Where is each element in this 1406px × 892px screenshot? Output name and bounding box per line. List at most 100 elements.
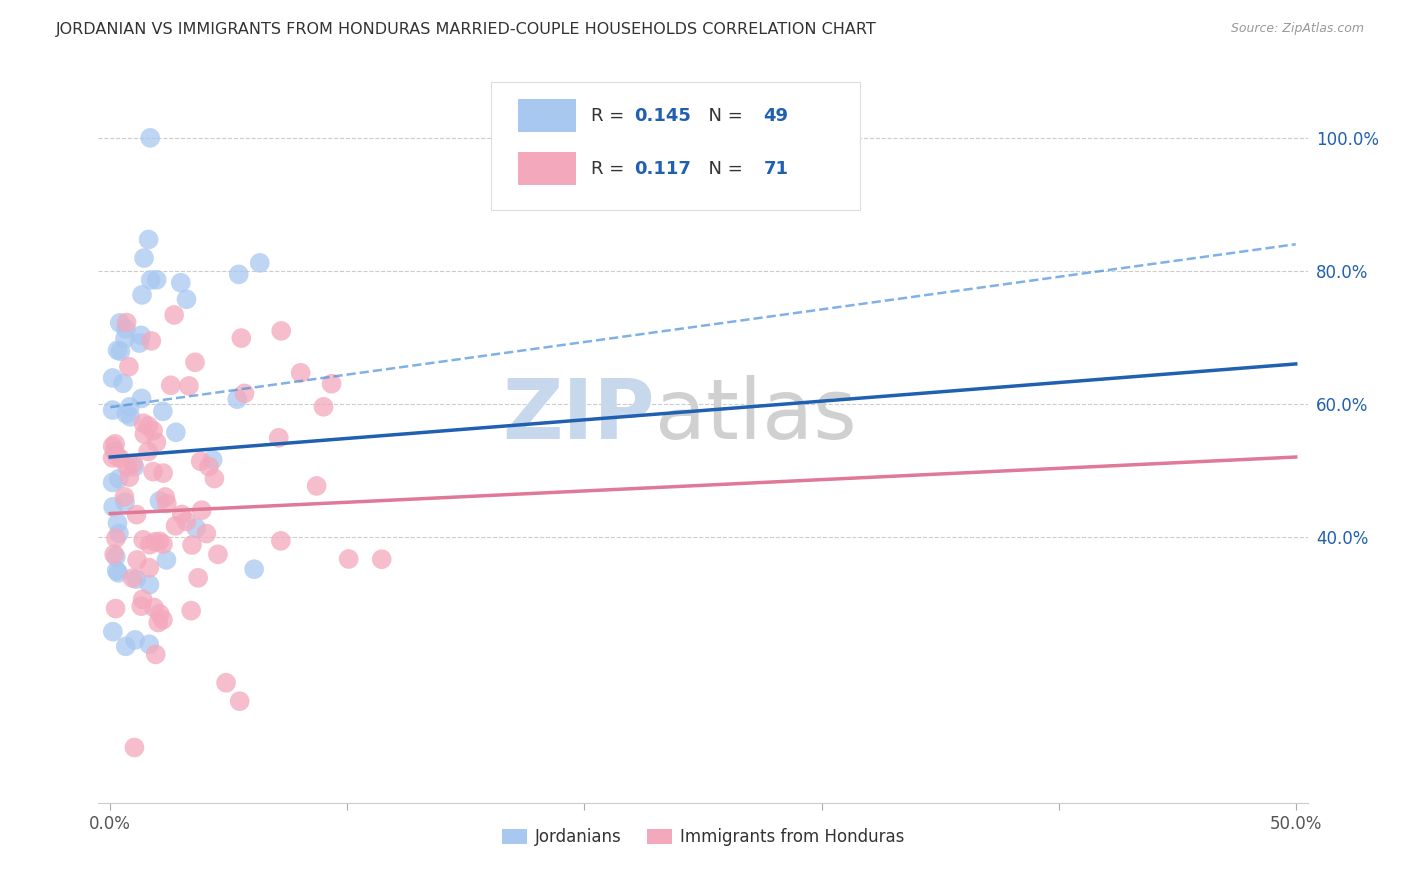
Point [128, 336, 150, 351]
Point [129, 599, 152, 614]
Point [115, 316, 138, 330]
Point [165, 518, 187, 533]
Point [190, 503, 212, 517]
Text: 0.145: 0.145 [634, 107, 690, 125]
Point [148, 615, 170, 630]
Point [131, 392, 153, 406]
Point [139, 131, 162, 145]
Point [305, 479, 328, 493]
Point [108, 526, 131, 541]
Point [134, 427, 156, 442]
Point [195, 526, 218, 541]
Text: 0.117: 0.117 [634, 160, 690, 178]
Point [201, 452, 224, 467]
Point [122, 457, 145, 471]
Point [321, 376, 343, 391]
Point [165, 425, 187, 440]
Point [107, 516, 129, 530]
Point [207, 547, 229, 561]
Point [124, 632, 146, 647]
Point [267, 431, 290, 445]
Point [132, 251, 155, 265]
Point [152, 404, 174, 418]
Point [176, 515, 198, 529]
Point [176, 293, 198, 307]
Point [152, 613, 174, 627]
Point [228, 268, 250, 282]
Point [202, 471, 225, 485]
Point [290, 366, 312, 380]
Point [170, 508, 193, 522]
Point [112, 376, 135, 391]
Point [129, 328, 152, 343]
Point [132, 416, 155, 430]
Point [139, 538, 162, 552]
Point [131, 592, 153, 607]
Point [145, 273, 167, 287]
Point [115, 407, 138, 421]
Point [148, 494, 170, 508]
Text: N =: N = [697, 107, 748, 125]
Point [101, 439, 124, 453]
Point [180, 604, 202, 618]
Point [125, 572, 148, 586]
Point [190, 454, 212, 468]
Point [249, 256, 271, 270]
Point [118, 400, 141, 414]
Point [163, 308, 186, 322]
Point [114, 322, 136, 336]
Point [124, 740, 146, 755]
Point [152, 537, 174, 551]
FancyBboxPatch shape [517, 99, 576, 132]
Point [138, 637, 160, 651]
Point [170, 276, 193, 290]
Point [138, 419, 160, 434]
Point [243, 562, 266, 576]
Point [155, 490, 177, 504]
Point [104, 549, 127, 564]
Point [101, 450, 124, 465]
Point [104, 531, 127, 545]
Point [184, 355, 207, 369]
Point [145, 435, 167, 450]
Legend: Jordanians, Immigrants from Honduras: Jordanians, Immigrants from Honduras [495, 822, 911, 853]
Point [107, 343, 129, 358]
Point [138, 232, 160, 246]
Point [184, 521, 207, 535]
Point [156, 497, 179, 511]
Point [118, 470, 141, 484]
Point [228, 694, 250, 708]
Point [114, 495, 136, 509]
Point [136, 444, 159, 458]
Point [231, 331, 253, 345]
Point [177, 379, 200, 393]
Point [149, 607, 172, 621]
Point [101, 371, 124, 385]
Point [104, 444, 127, 458]
Point [114, 640, 136, 654]
Point [110, 344, 132, 359]
Point [139, 273, 162, 287]
Text: 49: 49 [763, 107, 789, 125]
Point [142, 465, 165, 479]
Point [370, 552, 392, 566]
Point [112, 490, 135, 504]
Point [101, 624, 124, 639]
Point [101, 403, 124, 417]
Point [104, 437, 127, 451]
Text: R =: R = [591, 107, 630, 125]
Point [131, 288, 153, 302]
Point [152, 466, 174, 480]
Point [141, 334, 163, 348]
FancyBboxPatch shape [517, 152, 576, 185]
Text: ZIP: ZIP [502, 375, 655, 456]
Point [312, 400, 335, 414]
Point [132, 533, 155, 547]
Point [114, 331, 136, 345]
Point [103, 547, 125, 561]
Point [125, 553, 148, 567]
Point [198, 459, 221, 474]
Text: R =: R = [591, 160, 630, 178]
Point [104, 601, 127, 615]
Point [121, 571, 143, 585]
